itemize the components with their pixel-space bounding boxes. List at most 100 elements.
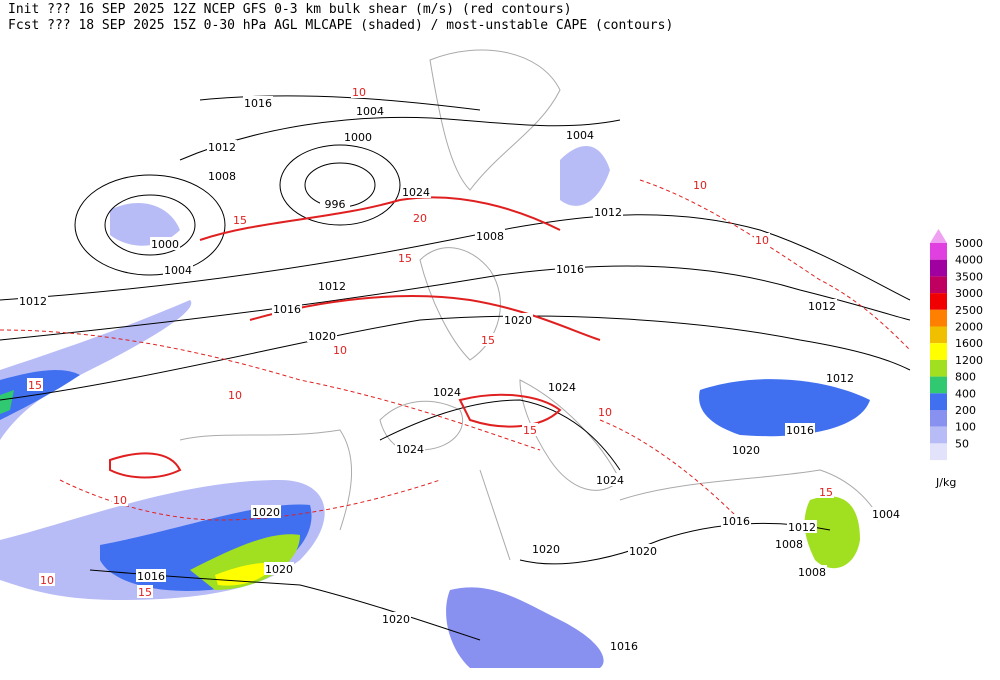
isobar-label: 1016: [722, 515, 750, 528]
shear-label: 10: [113, 494, 127, 507]
label-background: [136, 569, 166, 582]
label-background: [825, 371, 855, 384]
isobar-label: 1004: [164, 264, 192, 277]
isobar-label: 1012: [318, 280, 346, 293]
label-background: [401, 185, 431, 198]
isobar-label: 1020: [532, 543, 560, 556]
label-background: [112, 493, 128, 506]
isobar-label: 1020: [629, 545, 657, 558]
label-background: [597, 405, 613, 418]
label-background: [397, 251, 413, 264]
shear-label: 10: [755, 234, 769, 247]
label-background: [731, 443, 761, 456]
label-background: [593, 205, 623, 218]
colorbar-label: 200: [955, 404, 976, 417]
label-background: [272, 302, 302, 315]
label-background: [432, 385, 462, 398]
isobar-label: 1016: [137, 570, 165, 583]
colorbar-label: 800: [955, 371, 976, 384]
isobar-label: 1004: [566, 129, 594, 142]
coastlines: [179, 49, 881, 561]
cape-shade: [0, 300, 192, 440]
label-background: [565, 128, 595, 141]
label-background: [163, 263, 193, 276]
cape-shade: [446, 587, 604, 668]
isobar-label: 1012: [208, 141, 236, 154]
isobar-label: 996: [325, 198, 346, 211]
label-background: [871, 507, 901, 520]
isobar-label: 1020: [504, 314, 532, 327]
isobar-label: 1012: [594, 206, 622, 219]
colorbar: 5000 4000 3500 3000 2500 2000 1600 1200 800 400 20…: [930, 229, 983, 489]
colorbar-label: 2000: [955, 321, 983, 334]
label-background: [522, 423, 538, 436]
label-background: [609, 639, 639, 652]
colorbar-box: [930, 376, 947, 394]
colorbar-box: [930, 359, 947, 377]
label-background: [480, 333, 496, 346]
isobar-label: 1024: [433, 386, 461, 399]
colorbar-label: 3500: [955, 270, 983, 283]
shear-label: 15: [233, 214, 247, 227]
colorbar-label: 100: [955, 421, 976, 434]
isobar-label: 1016: [244, 97, 272, 110]
isobar-label: 1008: [208, 170, 236, 183]
colorbar-box: [930, 259, 947, 277]
label-background: [264, 562, 294, 575]
isobar-label: 1020: [732, 444, 760, 457]
label-background: [503, 313, 533, 326]
isobar-label: 1020: [252, 506, 280, 519]
isobar-label: 1000: [151, 238, 179, 251]
colorbar-label: 1200: [955, 354, 983, 367]
shear-label: 10: [598, 406, 612, 419]
label-background: [243, 96, 273, 109]
isobar-label: 1008: [775, 538, 803, 551]
isobar-label: 1012: [788, 521, 816, 534]
label-background: [475, 229, 505, 242]
label-background: [721, 514, 751, 527]
label-background: [332, 343, 348, 356]
label-background: [18, 294, 48, 307]
colorbar-box: [930, 276, 947, 294]
label-background: [555, 262, 585, 275]
colorbar-box: [930, 426, 947, 444]
colorbar-label: 1600: [955, 337, 983, 350]
label-background: [531, 542, 561, 555]
isobar-label: 1000: [344, 131, 372, 144]
label-background: [774, 537, 804, 550]
shear-label: 15: [819, 486, 833, 499]
colorbar-box: [930, 293, 947, 310]
isobar-label: 1024: [596, 474, 624, 487]
colorbar-box: [930, 243, 947, 260]
label-background: [317, 279, 347, 292]
colorbar-label: 2500: [955, 304, 983, 317]
isobar-label: 1012: [19, 295, 47, 308]
cape-shade: [110, 202, 180, 246]
label-background: [412, 211, 428, 224]
isobar-label: 1024: [396, 443, 424, 456]
label-background: [251, 505, 281, 518]
label-background: [818, 485, 834, 498]
colorbar-label: 5000: [955, 237, 983, 250]
cape-shade: [804, 496, 860, 569]
isobar-label: 1008: [476, 230, 504, 243]
label-background: [807, 299, 837, 312]
shear-label: 15: [398, 252, 412, 265]
cape-shade: [0, 370, 80, 420]
shear-label: 20: [413, 212, 427, 225]
isobar-label: 1008: [798, 566, 826, 579]
label-background: [351, 85, 367, 98]
label-background: [207, 140, 237, 153]
label-background: [797, 565, 827, 578]
label-background: [395, 442, 425, 455]
label-background: [547, 380, 577, 393]
isobar-label: 1016: [786, 424, 814, 437]
shear-label: 15: [138, 586, 152, 599]
label-background: [754, 233, 770, 246]
isobar-label: 1020: [265, 563, 293, 576]
colorbar-box: [930, 309, 947, 327]
isobar-label: 1004: [872, 508, 900, 521]
cape-shade: [699, 379, 870, 437]
cape-shade: [560, 146, 610, 206]
